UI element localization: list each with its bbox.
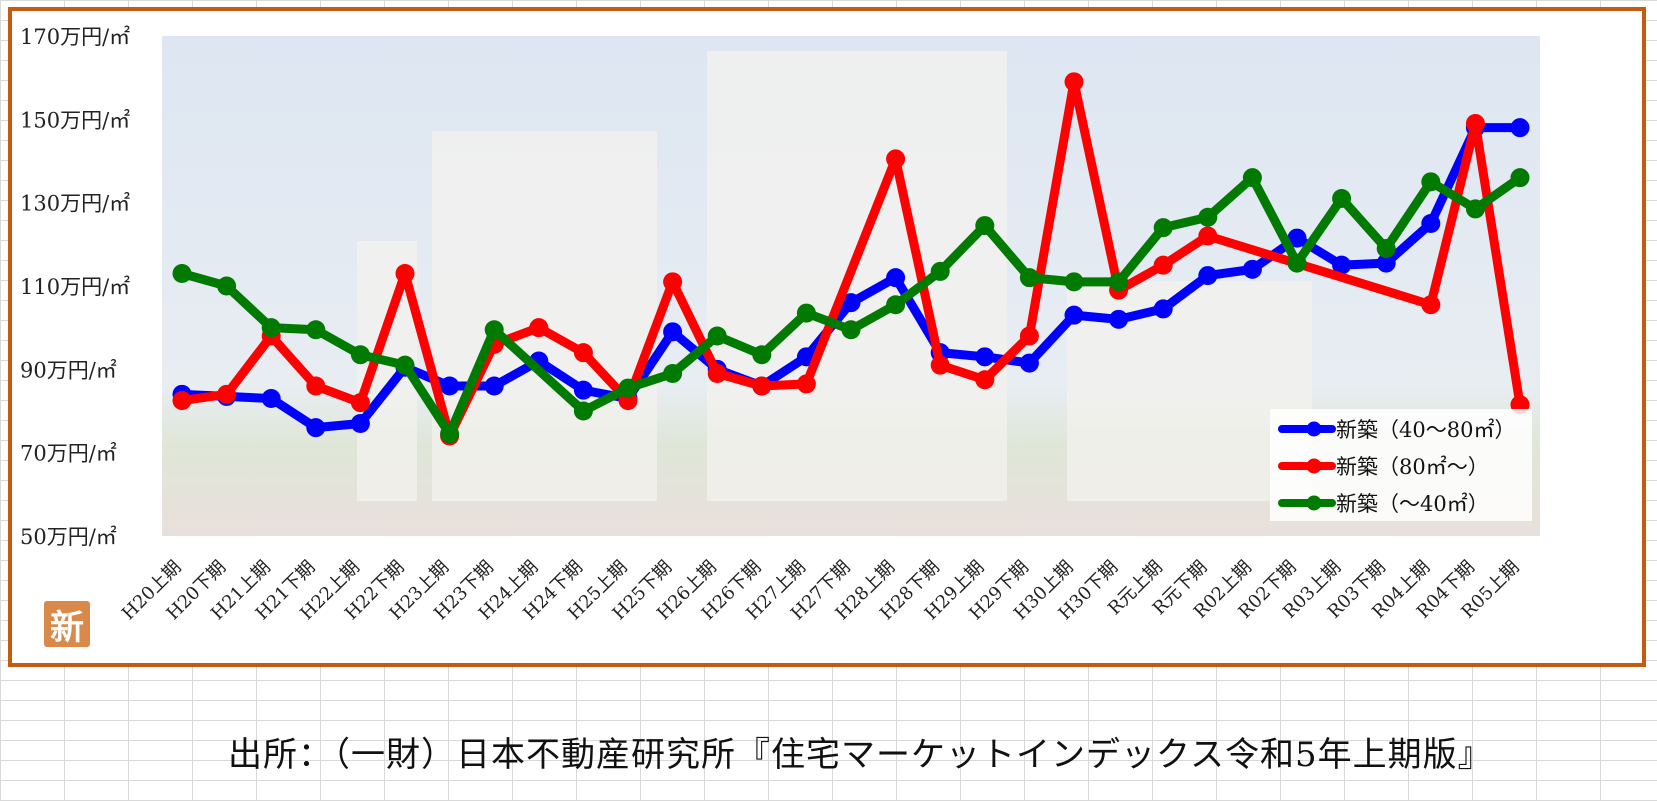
data-point: [395, 355, 415, 375]
data-point: [1019, 326, 1039, 346]
y-tick-label: 170万円/㎡: [20, 25, 130, 49]
data-point: [261, 389, 281, 408]
data-point: [975, 347, 995, 367]
data-point: [841, 293, 861, 313]
data-point: [886, 268, 906, 288]
data-point: [1064, 272, 1084, 292]
data-point: [1465, 199, 1485, 219]
data-point: [1376, 239, 1396, 258]
data-point: [306, 320, 326, 340]
data-point: [573, 343, 593, 363]
data-point: [796, 303, 816, 323]
data-point: [217, 384, 237, 404]
data-point: [306, 376, 326, 396]
data-point: [172, 391, 192, 411]
data-point: [975, 216, 995, 236]
data-point: [886, 295, 906, 315]
legend-marker: [1306, 495, 1322, 511]
data-point: [1198, 226, 1218, 246]
data-point: [172, 264, 192, 283]
data-point: [707, 326, 727, 346]
data-point: [663, 322, 683, 342]
data-point: [573, 401, 593, 421]
data-point: [930, 261, 950, 281]
data-point: [1242, 259, 1262, 279]
y-tick-label: 90万円/㎡: [20, 358, 117, 382]
data-point: [752, 376, 772, 396]
data-point: [707, 364, 727, 383]
data-point: [796, 374, 816, 394]
data-point: [306, 418, 326, 438]
data-point: [663, 272, 683, 292]
legend-label: 新築（80㎡～）: [1336, 455, 1489, 479]
data-point: [484, 376, 504, 396]
data-point: [975, 370, 995, 390]
data-point: [1421, 214, 1441, 233]
data-point: [440, 424, 460, 444]
data-point: [1332, 189, 1352, 208]
data-point: [1064, 72, 1084, 92]
data-point: [663, 364, 683, 383]
legend-marker: [1306, 421, 1322, 437]
legend-label: 新築（～40㎡）: [1336, 492, 1489, 516]
data-point: [395, 264, 415, 283]
legend-label: 新築（40～80㎡）: [1336, 418, 1515, 442]
data-point: [1153, 218, 1173, 238]
data-point: [1198, 266, 1218, 286]
y-tick-label: 110万円/㎡: [20, 275, 130, 299]
data-point: [350, 393, 370, 413]
data-point: [440, 376, 460, 396]
data-point: [752, 345, 772, 365]
data-point: [1421, 172, 1441, 192]
data-point: [1242, 168, 1262, 188]
y-tick-label: 70万円/㎡: [20, 442, 117, 466]
data-point: [1376, 253, 1396, 273]
y-tick-label: 150万円/㎡: [20, 108, 130, 132]
data-point: [573, 380, 593, 400]
data-point: [1109, 309, 1129, 329]
data-point: [930, 355, 950, 375]
data-point: [1287, 228, 1307, 248]
source-note: 出所：（一財）日本不動産研究所『住宅マーケットインデックス令和5年上期版』: [228, 735, 1493, 775]
data-point: [1109, 272, 1129, 292]
legend-marker: [1306, 458, 1322, 474]
data-point: [1465, 114, 1485, 133]
data-point: [1332, 255, 1352, 275]
background-building: [707, 51, 1007, 501]
data-point: [1153, 299, 1173, 319]
data-point: [618, 378, 638, 398]
chart-frame: 50万円/㎡ 70万円/㎡ 90万円/㎡ 110万円/㎡ 130万円/㎡ 150万円/㎡ 1…: [8, 7, 1646, 667]
background-building: [432, 131, 657, 501]
data-point: [350, 345, 370, 365]
data-point: [529, 318, 549, 338]
y-tick-label: 50万円/㎡: [20, 525, 117, 549]
data-point: [1198, 207, 1218, 227]
data-point: [1421, 295, 1441, 315]
data-point: [350, 414, 370, 433]
y-tick-label: 130万円/㎡: [20, 192, 130, 216]
data-point: [261, 318, 281, 338]
data-point: [1019, 353, 1039, 373]
data-point: [1510, 168, 1530, 188]
line-chart: 50万円/㎡ 70万円/㎡ 90万円/㎡ 110万円/㎡ 130万円/㎡ 150万円/㎡ 1…: [20, 25, 1540, 624]
data-point: [217, 276, 237, 296]
data-point: [1153, 255, 1173, 275]
data-point: [1287, 253, 1307, 273]
data-point: [1064, 305, 1084, 325]
data-point: [886, 149, 906, 169]
data-point: [1510, 118, 1530, 138]
data-point: [484, 320, 504, 340]
data-point: [1019, 268, 1039, 288]
data-point: [841, 320, 861, 340]
logo-badge: 新: [44, 601, 90, 648]
